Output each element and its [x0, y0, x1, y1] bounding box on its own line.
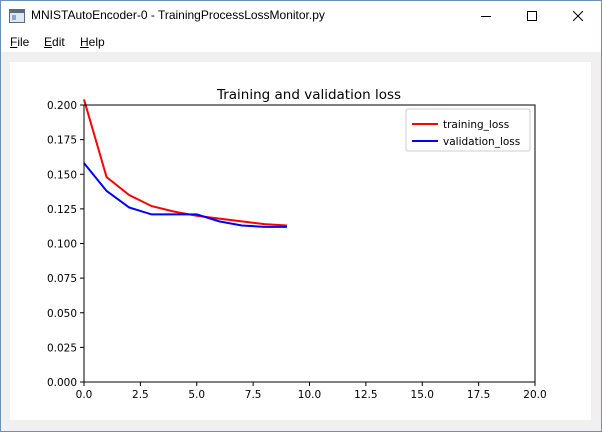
menu-file-label: ile	[17, 35, 30, 49]
plot-canvas: Training and validation loss 0.0 2.5 5.0 7.…	[10, 62, 591, 420]
chart-legend: training_loss validation_loss	[405, 108, 531, 152]
minimize-icon	[481, 16, 491, 17]
y-tick-label: 0.125	[47, 204, 77, 216]
legend-label-validation-loss: validation_loss	[443, 136, 520, 148]
y-tick-label: 0.000	[47, 377, 77, 389]
maximize-button[interactable]	[509, 1, 555, 31]
menu-edit[interactable]: Edit	[44, 35, 65, 49]
close-icon	[573, 11, 583, 21]
menu-file-mnemonic: F	[10, 35, 18, 49]
plot-frame	[83, 104, 536, 383]
menu-edit-label: dit	[52, 35, 65, 49]
y-tick-label: 0.050	[47, 308, 77, 320]
loss-chart: Training and validation loss 0.0 2.5 5.0 7.…	[47, 87, 547, 401]
validation-loss-line	[83, 162, 287, 228]
window-title: MNISTAutoEncoder-0 - TrainingProcessLoss…	[31, 8, 325, 22]
training-loss-line	[83, 99, 288, 227]
x-tick-label: 5.0	[188, 389, 205, 401]
menu-help-label: elp	[88, 35, 105, 49]
x-tick-label: 17.5	[467, 389, 490, 401]
x-tick-label: 2.5	[132, 389, 149, 401]
x-tick-label: 15.0	[411, 389, 434, 401]
x-tick-label: 12.5	[354, 389, 377, 401]
menu-bar: File Edit Help	[1, 31, 601, 52]
legend-label-training-loss: training_loss	[443, 119, 509, 131]
y-tick-label: 0.100	[47, 239, 77, 251]
title-bar[interactable]: MNISTAutoEncoder-0 - TrainingProcessLoss…	[1, 1, 601, 31]
x-tick-label: 10.0	[298, 389, 321, 401]
axis-ticks: 0.0 2.5 5.0 7.5 10.0 12.5 15.0 17.5 20.0 0.000 0.0…	[47, 100, 547, 401]
app-window-icon	[9, 9, 25, 23]
series-lines	[83, 99, 288, 228]
menu-help-mnemonic: H	[80, 35, 89, 49]
y-tick-label: 0.075	[47, 273, 77, 285]
menu-edit-mnemonic: E	[44, 35, 53, 49]
y-tick-label: 0.025	[47, 342, 77, 354]
y-tick-label: 0.200	[47, 100, 77, 112]
x-tick-label: 7.5	[245, 389, 262, 401]
y-tick-label: 0.175	[47, 135, 77, 147]
y-tick-label: 0.150	[47, 169, 77, 181]
menu-help[interactable]: Help	[80, 35, 105, 49]
maximize-icon	[527, 11, 537, 21]
x-tick-label: 20.0	[523, 389, 546, 401]
minimize-button[interactable]	[463, 1, 509, 31]
chart-title: Training and validation loss	[216, 87, 401, 103]
close-button[interactable]	[555, 1, 601, 31]
menu-file[interactable]: File	[10, 35, 29, 49]
x-tick-label: 0.0	[76, 389, 93, 401]
